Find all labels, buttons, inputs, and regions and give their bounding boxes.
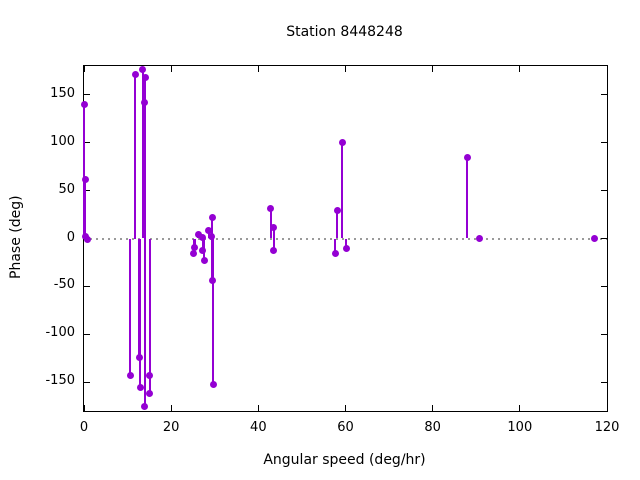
x-tick-label: 120 [594,420,620,435]
data-point [476,235,484,242]
impulse-stem [212,238,214,385]
data-point [338,139,346,147]
data-point [591,235,599,242]
data-point [270,247,278,255]
x-tick-mark [432,405,434,411]
x-tick-mark [257,405,259,411]
data-point [205,227,213,235]
data-point [199,246,207,254]
x-tick-mark-mirror [606,66,608,72]
x-tick-mark-mirror [257,66,259,72]
impulse-stem [144,77,147,239]
x-tick-mark [606,405,608,411]
x-tick-label: 40 [250,420,267,435]
data-point [191,243,199,251]
data-point [463,153,471,161]
data-point [146,390,154,398]
y-tick-mark [84,285,90,287]
data-point [207,233,215,241]
plot-area: 0 20 40 60 80 100 120 -150 -100 -50 0 50 100 150 [45,65,619,435]
data-point [200,257,208,265]
y-tick-label: 150 [50,85,75,101]
x-tick-mark [519,405,521,411]
y-tick-label: -150 [45,373,75,389]
y-tick-mark [84,381,90,383]
y-tick-label: 0 [66,229,75,245]
y-tick-label: -50 [53,277,75,293]
data-point [194,231,202,239]
x-tick-mark [345,405,346,411]
data-point [139,66,147,74]
x-tick-label: 100 [507,420,533,435]
y-tick-mark-mirror [601,285,607,287]
impulse-stem [336,210,339,239]
impulse-stem [345,238,348,249]
impulse-stem [272,238,275,251]
x-tick-label: 60 [337,420,354,435]
data-point [199,234,207,242]
data-point [333,207,341,215]
data-point [208,213,216,221]
impulse-stem [148,238,151,394]
impulse-stem [272,227,275,239]
y-tick-mark-mirror [601,381,607,383]
impulse-stem [341,142,343,239]
data-point [331,250,339,258]
impulse-stem [201,238,204,250]
data-point [209,380,217,388]
impulse-stem [211,217,214,239]
data-point [146,372,154,380]
y-tick-mark-mirror [601,238,607,239]
impulse-stem [143,238,146,407]
data-point [208,277,216,285]
y-tick-label: -100 [45,325,75,341]
impulse-stem [141,69,144,239]
data-point [141,402,149,410]
data-point [126,372,134,380]
y-tick-mark-mirror [601,94,607,96]
x-tick-label: 80 [424,420,441,435]
x-tick-mark-mirror [170,66,172,72]
y-tick-mark [84,142,90,144]
data-point [190,250,198,258]
impulse-stem [466,157,469,239]
impulse-stem [83,104,86,239]
y-tick-mark-mirror [601,333,607,335]
y-tick-label: 50 [58,181,75,197]
impulse-stem [139,238,142,388]
y-tick-label: 100 [50,133,75,149]
data-point [135,353,143,361]
data-point [136,383,144,391]
y-tick-mark-mirror [601,142,607,144]
x-tick-mark-mirror [345,66,346,72]
x-tick-mark-mirror [432,66,434,72]
impulse-stem [134,74,137,239]
y-tick-mark-mirror [601,190,607,192]
x-tick-label: 20 [162,420,180,435]
data-point [81,175,89,183]
data-point [267,205,275,213]
impulse-stem [84,179,87,239]
x-axis-label: Angular speed (deg/hr) [263,452,426,468]
x-tick-label: 0 [79,420,89,435]
data-point [141,74,149,81]
x-tick-mark [170,405,172,411]
data-point [140,98,148,106]
y-tick-mark [84,190,90,192]
data-point [131,71,139,79]
data-point [342,244,350,252]
data-point [80,100,88,108]
data-point [84,235,92,243]
y-tick-mark [84,333,90,335]
data-point [270,223,278,231]
chart-title: Station 8448248 [286,24,403,40]
y-tick-mark [84,94,90,96]
x-tick-mark-mirror [519,66,521,72]
x-tick-mark [83,405,85,411]
x-tick-mark-mirror [83,66,85,72]
impulse-stem [129,238,132,376]
impulse-stem [193,238,196,248]
impulse-stem [334,238,337,254]
